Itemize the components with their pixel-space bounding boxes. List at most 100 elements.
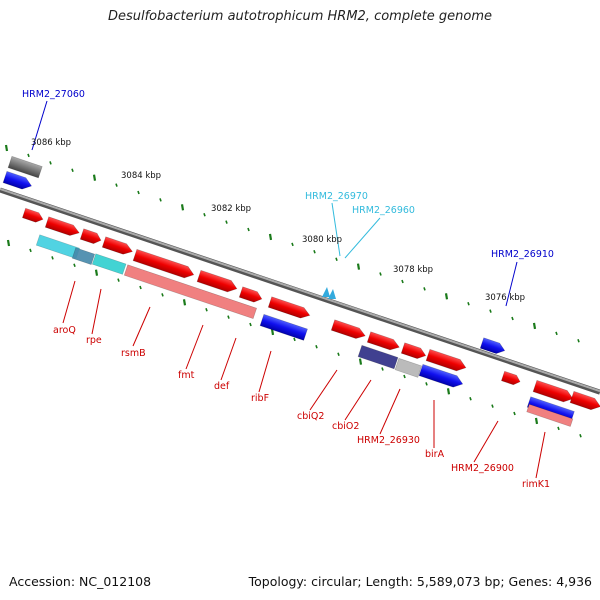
tick-mark-outer (268, 233, 273, 241)
gene-label-aroQ: aroQ (53, 325, 76, 336)
tick-mark-outer (532, 322, 537, 330)
kbp-tick-label: 3086 kbp (31, 138, 71, 148)
gene-label-rimK1: rimK1 (522, 479, 550, 490)
kbp-tick-label: 3078 kbp (393, 265, 433, 275)
forward-gene-6-shape (400, 342, 427, 359)
pseudo-gene-27060 (7, 155, 43, 179)
tick-mark-inner (534, 417, 539, 425)
leader-rpe (91, 288, 102, 335)
forward-gene-def (238, 286, 263, 303)
gene-label-fmt: fmt (178, 370, 195, 381)
reverse-gene-birA-shape (418, 363, 464, 388)
leader-ribF (258, 350, 272, 393)
tick-mark-outer (379, 272, 382, 276)
reverse-gene-26910-shape (479, 337, 506, 354)
tick-mark-inner (94, 269, 99, 276)
forward-gene-def-shape (238, 286, 263, 303)
forward-gene-5-shape (267, 296, 311, 319)
rna-gene-rpe-overlap-shape (71, 247, 96, 265)
tick-mark-inner (381, 367, 384, 371)
pseudo-gene-27060-shape (7, 155, 43, 179)
labels-layer: 3086 kbp 3084 kbp 3082 kbp 3080 kbp 3078 kbp… (22, 89, 554, 490)
leader-HRM2_27060 (31, 100, 48, 151)
forward-gene-birA (425, 348, 467, 372)
tick-mark-inner (337, 352, 340, 356)
reverse-gene-birA (418, 363, 464, 388)
forward-gene-rimK1-light (526, 403, 574, 427)
leader-HRM2_26970 (331, 202, 341, 257)
reverse-gene-ribF (259, 313, 308, 341)
tick-mark-inner (358, 358, 363, 365)
gene-label-HRM2_26960: HRM2_26960 (352, 205, 415, 216)
forward-gene-rsmB-light (123, 264, 258, 320)
tick-mark-inner (139, 285, 142, 290)
gene-label-rsmB: rsmB (121, 348, 146, 359)
tick-mark-outer (577, 339, 580, 343)
forward-gene-4 (101, 236, 133, 255)
gene-label-HRM2_26900: HRM2_26900 (451, 463, 514, 474)
forward-gene-3-shape (79, 228, 102, 245)
tick-mark-inner (205, 307, 208, 312)
tick-mark-inner (117, 278, 120, 282)
tick-mark-inner (469, 396, 472, 401)
forward-gene-rsmB-light-shape (123, 264, 258, 320)
kbp-tick-label: 3080 kbp (302, 235, 342, 245)
reverse-gene-27060-shape (2, 170, 33, 190)
tick-mark-inner (513, 411, 516, 416)
reverse-gene-cbiO2 (357, 344, 399, 370)
forward-gene-3 (79, 228, 102, 245)
tick-mark-outer (291, 242, 294, 247)
genes-layer (2, 155, 600, 427)
genome-backbone (0, 187, 600, 395)
forward-gene-cbiO2 (366, 331, 400, 351)
leader-HRM2_26910 (505, 261, 518, 307)
tick-mark-inner (425, 382, 428, 386)
gene-label-rpe: rpe (86, 335, 102, 346)
gene-label-def: def (214, 381, 230, 392)
tick-mark-outer (180, 204, 185, 211)
leader-def (220, 337, 237, 381)
tick-mark-inner (557, 426, 560, 431)
tick-mark-outer (137, 190, 140, 195)
forward-gene-7 (501, 370, 521, 386)
tick-mark-outer (356, 263, 361, 270)
forward-gene-6 (400, 342, 427, 359)
forward-gene-fmt-shape (196, 269, 238, 293)
tick-mark-inner (51, 256, 54, 260)
forward-gene-fmt (196, 269, 238, 293)
accession-text: Accession: NC_012108 (9, 574, 152, 589)
forward-gene-cbiQ2-shape (330, 319, 366, 339)
pseudo-gene-26930 (394, 357, 423, 378)
reverse-gene-27060 (2, 170, 33, 190)
reverse-gene-26910 (479, 337, 506, 354)
forward-gene-2 (44, 216, 80, 236)
tick-mark-outer (511, 316, 514, 321)
tick-mark-outer (4, 144, 9, 152)
leader-HRM2_26960 (344, 217, 381, 259)
kbp-tick-label: 3076 kbp (485, 293, 525, 303)
leader-cbiO2 (344, 379, 372, 421)
kbp-tick-label: 3082 kbp (211, 204, 251, 214)
forward-gene-9-shape (569, 390, 600, 411)
tick-mark-inner (270, 328, 275, 336)
backbone-highlight (0, 188, 600, 393)
tick-mark-inner (182, 299, 187, 306)
tick-mark-outer (467, 301, 470, 306)
rna-gene-rpe-overlap (71, 247, 96, 265)
tick-marks-layer (4, 144, 582, 438)
gene-label-HRM2_26930: HRM2_26930 (357, 435, 420, 446)
reverse-gene-ribF-shape (259, 313, 308, 341)
tick-mark-inner (6, 239, 11, 247)
reverse-gene-cbiO2-shape (357, 344, 399, 370)
tick-mark-outer (489, 309, 492, 313)
forward-gene-4-shape (101, 236, 133, 255)
tick-mark-inner (293, 337, 296, 342)
forward-gene-cbiO2-shape (366, 331, 400, 351)
gene-label-ribF: ribF (251, 393, 269, 404)
tick-mark-outer (203, 212, 206, 217)
rna-gene-rpe-shape (91, 253, 127, 275)
tick-mark-outer (247, 227, 250, 232)
forward-gene-2-shape (44, 216, 80, 236)
gene-label-cbiQ2: cbiQ2 (297, 411, 324, 422)
